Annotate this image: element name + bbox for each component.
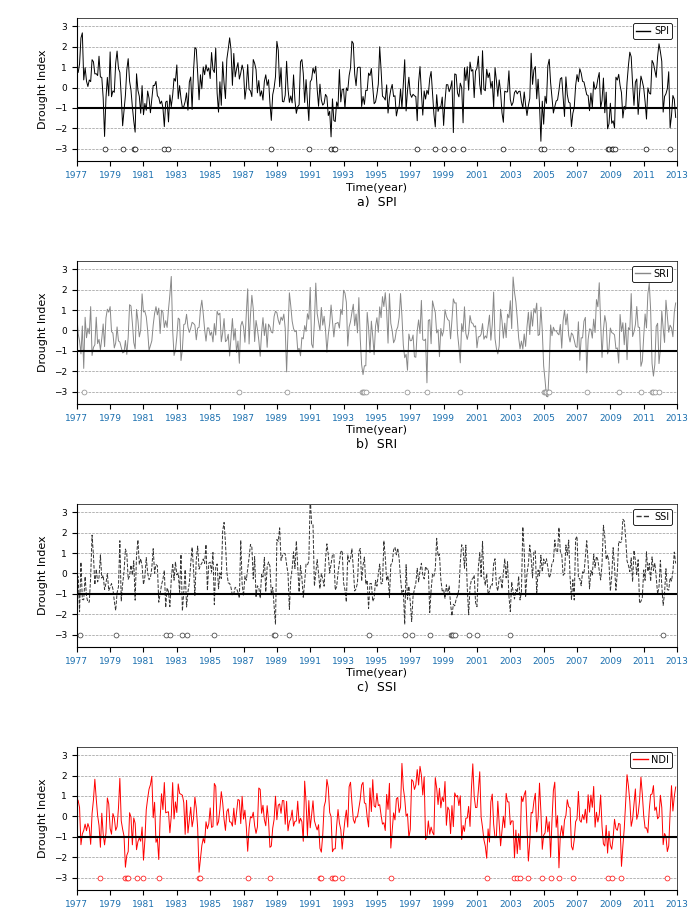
Legend: SRI: SRI [632,266,672,281]
Legend: SPI: SPI [633,23,672,39]
X-axis label: Time(year): Time(year) [346,426,408,436]
X-axis label: Time(year): Time(year) [346,668,408,678]
Text: b)  SRI: b) SRI [357,439,397,451]
Y-axis label: Drought Index: Drought Index [38,778,48,858]
Legend: NDI: NDI [630,752,672,767]
Text: c)  SSI: c) SSI [357,681,396,695]
Y-axis label: Drought Index: Drought Index [38,50,48,130]
Legend: SSI: SSI [633,508,672,525]
Y-axis label: Drought Index: Drought Index [38,536,48,616]
Text: a)  SPI: a) SPI [357,195,396,209]
Y-axis label: Drought Index: Drought Index [38,292,48,372]
X-axis label: Time(year): Time(year) [346,183,408,192]
